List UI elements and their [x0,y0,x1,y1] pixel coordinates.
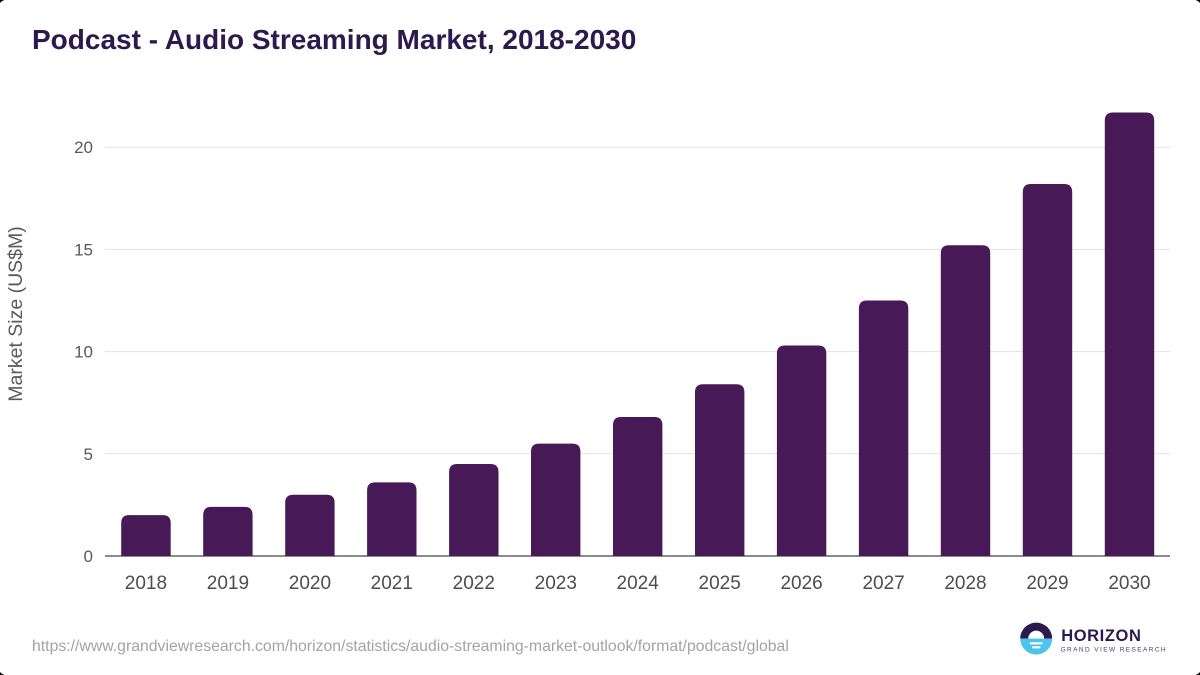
svg-text:0: 0 [84,547,93,566]
svg-text:2024: 2024 [617,573,660,594]
svg-text:2026: 2026 [780,573,822,594]
svg-text:2020: 2020 [289,573,331,594]
svg-text:15: 15 [74,240,93,259]
svg-text:2023: 2023 [535,573,577,594]
svg-text:2021: 2021 [371,573,413,594]
svg-text:2019: 2019 [207,573,249,594]
svg-text:2025: 2025 [699,573,741,594]
svg-text:2030: 2030 [1108,573,1150,594]
svg-text:2029: 2029 [1026,573,1068,594]
svg-text:2027: 2027 [862,573,904,594]
svg-text:Market Size (US$M): Market Size (US$M) [5,226,27,402]
svg-text:2022: 2022 [453,573,495,594]
svg-text:20: 20 [74,138,93,157]
svg-text:HORIZON: HORIZON [1061,627,1141,645]
svg-text:10: 10 [74,343,93,362]
svg-text:2028: 2028 [944,573,986,594]
svg-text:5: 5 [84,445,93,464]
svg-text:2018: 2018 [125,573,167,594]
svg-text:GRAND VIEW RESEARCH: GRAND VIEW RESEARCH [1061,646,1167,653]
